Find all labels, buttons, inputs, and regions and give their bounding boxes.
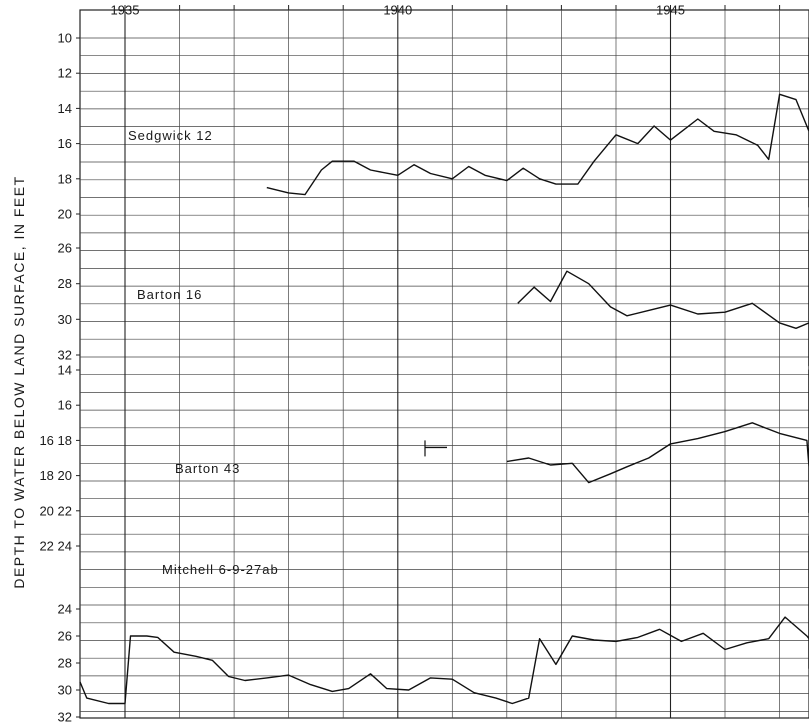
series-layer <box>79 37 809 705</box>
y-tick-label: 16 <box>58 398 72 413</box>
y-tick-label: 16 18 <box>39 433 72 448</box>
series-line-mitchell-6-9-27ab <box>79 535 809 705</box>
y-tick-label: 16 <box>58 136 72 151</box>
y-tick-label: 12 <box>58 66 72 81</box>
y-tick-label: 18 20 <box>39 468 72 483</box>
y-tick-label: 14 <box>58 363 72 378</box>
series-line-barton-16 <box>517 229 809 367</box>
y-tick-label: 32 <box>58 710 72 725</box>
x-tick-label: 1940 <box>383 3 412 18</box>
series-line-sedgwick-12 <box>266 37 809 208</box>
series-label: Barton 16 <box>137 287 202 302</box>
x-axis-ticks: 193519401945195019551960 <box>111 3 781 18</box>
y-tick-label: 28 <box>58 656 72 671</box>
grid-layer <box>79 9 809 719</box>
series-label: Barton 43 <box>175 461 240 476</box>
y-tick-label: 20 22 <box>39 503 72 518</box>
y-tick-label: 22 24 <box>39 539 72 554</box>
y-tick-label: 20 <box>58 207 72 222</box>
y-tick-label: 26 <box>58 241 72 256</box>
series-label: Mitchell 6-9-27ab <box>162 562 279 577</box>
series-line-barton-43 <box>506 369 809 514</box>
y-axis-label: DEPTH TO WATER BELOW LAND SURFACE, IN FE… <box>11 175 27 588</box>
y-tick-label: 10 <box>58 31 72 46</box>
y-tick-label: 32 <box>58 348 72 363</box>
plot-frame <box>79 9 809 719</box>
y-tick-label: 14 <box>58 101 72 116</box>
x-tick-label: 1945 <box>656 3 685 18</box>
y-tick-label: 26 <box>58 629 72 644</box>
y-tick-label: 30 <box>58 312 72 327</box>
x-tick-label: 1935 <box>111 3 140 18</box>
y-tick-label: 24 <box>58 602 72 617</box>
series-labels: Sedgwick 12 Barton 16 Barton 43 Mitchell 6-… <box>128 128 279 577</box>
y-tick-label: 30 <box>58 683 72 698</box>
y-tick-label: 28 <box>58 276 72 291</box>
series-label: Sedgwick 12 <box>128 128 213 143</box>
y-tick-label: 18 <box>58 171 72 186</box>
